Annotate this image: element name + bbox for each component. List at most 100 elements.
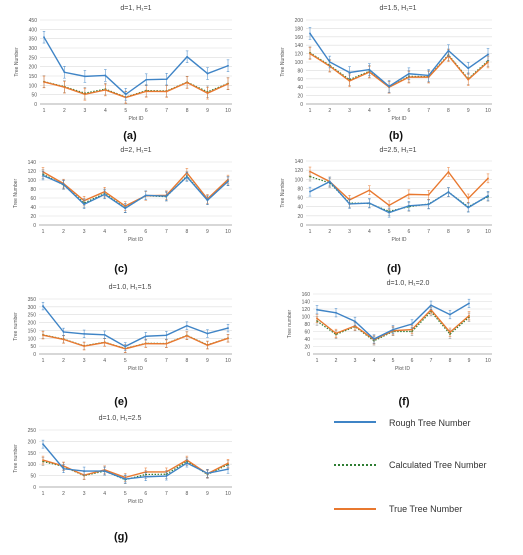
series-true-line	[43, 81, 229, 99]
series-true-point	[411, 328, 413, 331]
chart-title: d=1.0, H₁=2.0	[387, 280, 430, 287]
y-axis-title: Tree Number	[280, 47, 286, 77]
x-tick-label: 3	[83, 358, 86, 364]
chart-title: d=1.5, H₁=1	[380, 5, 417, 12]
y-tick-label: 0	[33, 352, 36, 358]
y-tick-label: 120	[28, 169, 37, 175]
series-true-point	[227, 337, 229, 340]
y-tick-label: 100	[295, 177, 304, 183]
series-rough-point	[392, 328, 394, 331]
series-rough-point	[447, 49, 450, 52]
series-rough-point	[83, 203, 86, 206]
y-tick-label: 200	[295, 18, 304, 24]
series-true-point	[368, 189, 371, 192]
series-true-point	[165, 90, 168, 93]
series-rough-line	[309, 180, 489, 214]
series-true-point	[467, 78, 470, 81]
series-rough-point	[185, 462, 188, 464]
series-true-point	[42, 334, 44, 337]
series-rough-line	[309, 33, 489, 88]
y-tick-label: 60	[297, 77, 303, 83]
series-true-point	[348, 80, 351, 82]
series-rough-point	[487, 53, 489, 56]
y-tick-label: 0	[300, 223, 303, 229]
series-rough-point	[206, 199, 209, 202]
series-rough-point	[104, 74, 107, 77]
series-true-point	[206, 92, 209, 95]
series-calculated-line	[309, 175, 489, 212]
x-tick-label: 5	[124, 358, 127, 364]
series-true-point	[103, 341, 106, 344]
series-rough-point	[103, 470, 106, 472]
x-tick-label: 8	[449, 358, 452, 364]
y-tick-label: 140	[295, 43, 304, 49]
series-rough-point	[206, 72, 209, 75]
series-true-line	[309, 170, 489, 207]
x-tick-label: 10	[225, 108, 231, 114]
legend-true-label: True Tree Number	[389, 504, 462, 514]
x-tick-label: 9	[206, 358, 209, 364]
series-rough-point	[103, 193, 106, 196]
y-tick-label: 0	[300, 102, 303, 108]
y-tick-label: 350	[29, 37, 38, 43]
series-rough-point	[165, 475, 168, 477]
series-rough-point	[62, 467, 65, 470]
chart-title: d=1.0, H₁=2.5	[99, 415, 142, 422]
series-rough-line	[42, 174, 229, 210]
x-tick-label: 2	[335, 358, 338, 364]
series-rough-line	[42, 443, 229, 480]
series-true-point	[309, 52, 311, 55]
legend: Rough Tree Number Calculated Tree Number…	[334, 418, 487, 514]
x-tick-label: 4	[368, 229, 371, 235]
series-true-point	[83, 93, 86, 96]
x-tick-label: 3	[348, 108, 351, 114]
series-true-point	[144, 471, 147, 473]
x-tick-label: 3	[83, 229, 86, 235]
x-tick-label: 7	[165, 491, 168, 497]
series-rough-point	[124, 345, 127, 348]
x-tick-label: 3	[83, 491, 86, 497]
y-tick-label: 150	[28, 328, 37, 334]
panel-label: (a)	[123, 130, 137, 142]
x-tick-label: 3	[354, 358, 357, 364]
x-tick-label: 2	[328, 229, 331, 235]
series-rough-point	[83, 75, 86, 78]
x-tick-label: 10	[485, 108, 491, 114]
series-true-point	[467, 197, 470, 200]
x-tick-label: 6	[144, 358, 147, 364]
x-tick-label: 2	[63, 108, 66, 114]
x-tick-label: 4	[103, 491, 106, 497]
y-tick-label: 200	[29, 65, 38, 71]
series-true-point	[165, 342, 168, 345]
series-true-point	[309, 170, 311, 173]
series-rough-point	[83, 470, 86, 472]
y-tick-label: 0	[33, 223, 36, 229]
y-tick-label: 250	[28, 313, 37, 319]
series-rough-point	[328, 180, 331, 183]
x-tick-label: 1	[42, 491, 45, 497]
series-true-point	[487, 177, 489, 180]
series-true-point	[43, 81, 45, 83]
x-axis-title: Plot ID	[128, 116, 143, 122]
series-rough-point	[42, 443, 44, 446]
y-tick-label: 200	[28, 321, 37, 327]
series-rough-point	[447, 191, 450, 193]
series-rough-point	[388, 211, 391, 214]
chart-panel: 0 20 40 60 80 100 120 140 160 180 200 1 2 3 4 5 6 7 8 9 10 Pl…	[280, 5, 492, 142]
x-tick-label: 7	[427, 108, 430, 114]
series-rough-point	[354, 320, 356, 323]
y-tick-label: 160	[302, 292, 311, 298]
series-true-point	[83, 345, 86, 348]
series-rough-point	[165, 78, 168, 81]
series-rough-point	[407, 72, 410, 75]
x-tick-label: 4	[104, 108, 107, 114]
y-tick-label: 0	[33, 485, 36, 491]
x-tick-label: 9	[468, 358, 471, 364]
series-rough-point	[124, 93, 127, 96]
series-true-point	[42, 459, 44, 461]
y-tick-label: 250	[29, 55, 38, 61]
y-tick-label: 80	[297, 68, 303, 74]
x-tick-label: 7	[427, 229, 430, 235]
series-rough-point	[368, 68, 371, 71]
